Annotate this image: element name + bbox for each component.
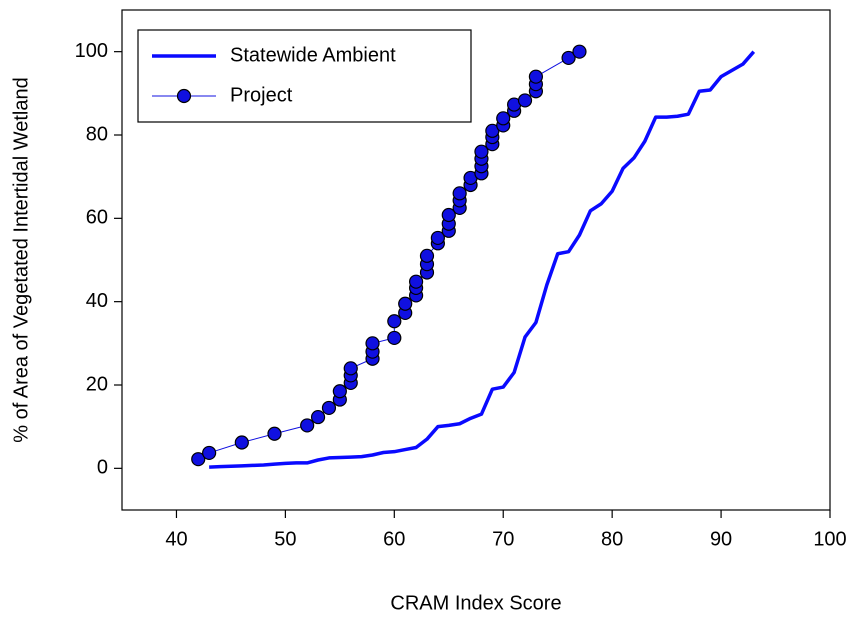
x-axis-label: CRAM Index Score [390, 592, 561, 614]
y-tick-label: 0 [97, 457, 108, 479]
y-tick-label: 100 [75, 40, 108, 62]
data-point [267, 426, 282, 441]
legend-label: Statewide Ambient [230, 44, 396, 66]
data-point [365, 336, 380, 351]
data-point [387, 314, 402, 329]
data-point [441, 207, 456, 223]
data-point [310, 409, 326, 425]
data-point [234, 435, 249, 450]
x-tick-label: 80 [601, 528, 623, 550]
x-tick-label: 90 [710, 528, 732, 550]
data-point [572, 44, 587, 59]
data-point [452, 186, 467, 201]
data-point [202, 445, 217, 461]
y-axis-label: % of Area of Vegetated Intertidal Wetlan… [10, 77, 32, 442]
data-point [430, 230, 445, 246]
data-point [474, 144, 489, 159]
data-point [332, 384, 347, 399]
data-point [321, 400, 337, 416]
x-tick-label: 70 [492, 528, 514, 550]
data-point [191, 452, 206, 467]
data-point [517, 93, 533, 108]
data-point [408, 274, 424, 289]
y-tick-label: 60 [86, 207, 108, 229]
y-tick-label: 80 [86, 123, 108, 145]
legend-box [137, 29, 472, 123]
series-line [209, 50, 756, 469]
data-point [496, 111, 511, 126]
y-tick-label: 20 [86, 373, 108, 395]
data-point [387, 330, 402, 346]
data-point [561, 50, 576, 66]
data-point [528, 69, 544, 84]
x-tick-label: 50 [274, 528, 296, 550]
plot-frame [121, 9, 831, 511]
legend-label: Project [230, 84, 293, 106]
x-tick-label: 40 [165, 528, 187, 550]
data-point [419, 248, 435, 263]
data-point [300, 418, 315, 433]
legend-marker [176, 88, 192, 104]
data-point [343, 361, 358, 376]
y-tick-label: 40 [86, 290, 108, 312]
x-tick-label: 100 [813, 528, 846, 550]
x-tick-label: 60 [383, 528, 405, 550]
data-point [398, 296, 413, 311]
